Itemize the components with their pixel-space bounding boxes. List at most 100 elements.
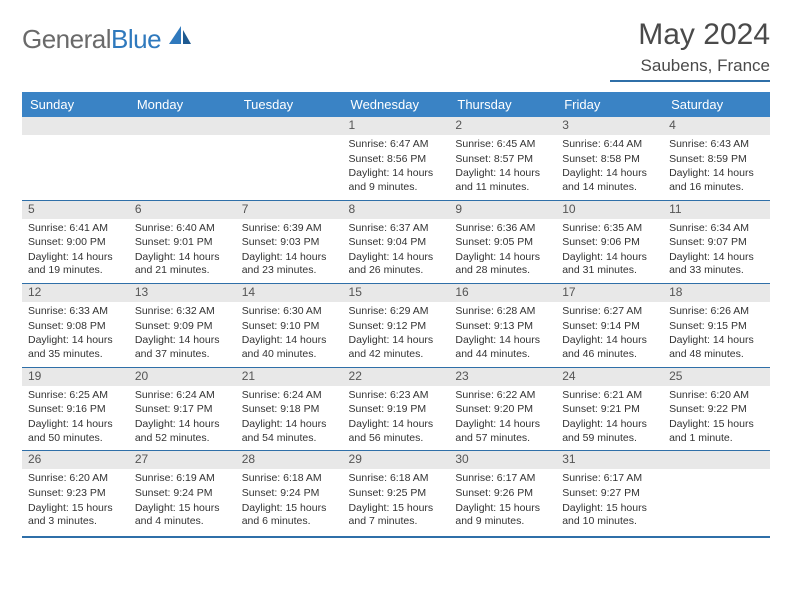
daylight-line: Daylight: 14 hours and 11 minutes. [455, 167, 550, 194]
day-number: 4 [663, 117, 770, 135]
sunset-line: Sunset: 9:23 PM [28, 487, 123, 501]
day-number: 9 [449, 201, 556, 219]
sunrise-line: Sunrise: 6:29 AM [349, 305, 444, 319]
day-number: 21 [236, 368, 343, 386]
sunset-line: Sunset: 9:10 PM [242, 320, 337, 334]
sunrise-line: Sunrise: 6:24 AM [135, 389, 230, 403]
day-content: Sunrise: 6:33 AMSunset: 9:08 PMDaylight:… [22, 302, 129, 367]
sunset-line: Sunset: 9:24 PM [242, 487, 337, 501]
day-content: Sunrise: 6:29 AMSunset: 9:12 PMDaylight:… [343, 302, 450, 367]
sunrise-line: Sunrise: 6:44 AM [562, 138, 657, 152]
month-title: May 2024 [610, 18, 770, 52]
sunset-line: Sunset: 9:19 PM [349, 403, 444, 417]
day-number-empty [236, 117, 343, 135]
day-number: 24 [556, 368, 663, 386]
calendar-day-cell: 27Sunrise: 6:19 AMSunset: 9:24 PMDayligh… [129, 451, 236, 534]
day-number: 2 [449, 117, 556, 135]
calendar-day-cell: 23Sunrise: 6:22 AMSunset: 9:20 PMDayligh… [449, 367, 556, 451]
sunset-line: Sunset: 9:21 PM [562, 403, 657, 417]
calendar-day-cell: 1Sunrise: 6:47 AMSunset: 8:56 PMDaylight… [343, 117, 450, 200]
day-number: 26 [22, 451, 129, 469]
day-content: Sunrise: 6:18 AMSunset: 9:25 PMDaylight:… [343, 469, 450, 534]
day-content: Sunrise: 6:21 AMSunset: 9:21 PMDaylight:… [556, 386, 663, 451]
day-number: 28 [236, 451, 343, 469]
day-content: Sunrise: 6:44 AMSunset: 8:58 PMDaylight:… [556, 135, 663, 200]
day-content: Sunrise: 6:26 AMSunset: 9:15 PMDaylight:… [663, 302, 770, 367]
day-number-empty [663, 451, 770, 469]
daylight-line: Daylight: 14 hours and 37 minutes. [135, 334, 230, 361]
calendar-day-cell: 28Sunrise: 6:18 AMSunset: 9:24 PMDayligh… [236, 451, 343, 534]
day-content: Sunrise: 6:47 AMSunset: 8:56 PMDaylight:… [343, 135, 450, 200]
sunrise-line: Sunrise: 6:35 AM [562, 222, 657, 236]
calendar-day-cell: 4Sunrise: 6:43 AMSunset: 8:59 PMDaylight… [663, 117, 770, 200]
calendar-day-cell [129, 117, 236, 200]
day-content: Sunrise: 6:23 AMSunset: 9:19 PMDaylight:… [343, 386, 450, 451]
day-content: Sunrise: 6:40 AMSunset: 9:01 PMDaylight:… [129, 219, 236, 284]
calendar-day-cell: 14Sunrise: 6:30 AMSunset: 9:10 PMDayligh… [236, 284, 343, 368]
day-number: 12 [22, 284, 129, 302]
sunrise-line: Sunrise: 6:27 AM [562, 305, 657, 319]
sunrise-line: Sunrise: 6:21 AM [562, 389, 657, 403]
daylight-line: Daylight: 14 hours and 52 minutes. [135, 418, 230, 445]
sunset-line: Sunset: 9:06 PM [562, 236, 657, 250]
sunset-line: Sunset: 9:09 PM [135, 320, 230, 334]
calendar-day-cell: 6Sunrise: 6:40 AMSunset: 9:01 PMDaylight… [129, 200, 236, 284]
sunrise-line: Sunrise: 6:32 AM [135, 305, 230, 319]
weekday-header: Friday [556, 92, 663, 117]
day-content: Sunrise: 6:28 AMSunset: 9:13 PMDaylight:… [449, 302, 556, 367]
day-number: 27 [129, 451, 236, 469]
sunset-line: Sunset: 9:00 PM [28, 236, 123, 250]
calendar-day-cell: 7Sunrise: 6:39 AMSunset: 9:03 PMDaylight… [236, 200, 343, 284]
day-number: 18 [663, 284, 770, 302]
day-number: 8 [343, 201, 450, 219]
calendar-day-cell: 5Sunrise: 6:41 AMSunset: 9:00 PMDaylight… [22, 200, 129, 284]
day-content: Sunrise: 6:39 AMSunset: 9:03 PMDaylight:… [236, 219, 343, 284]
calendar-day-cell: 21Sunrise: 6:24 AMSunset: 9:18 PMDayligh… [236, 367, 343, 451]
sunset-line: Sunset: 9:18 PM [242, 403, 337, 417]
weekday-header: Sunday [22, 92, 129, 117]
sunrise-line: Sunrise: 6:20 AM [28, 472, 123, 486]
sunset-line: Sunset: 8:57 PM [455, 153, 550, 167]
daylight-line: Daylight: 15 hours and 6 minutes. [242, 502, 337, 529]
calendar-day-cell: 24Sunrise: 6:21 AMSunset: 9:21 PMDayligh… [556, 367, 663, 451]
calendar-day-cell: 10Sunrise: 6:35 AMSunset: 9:06 PMDayligh… [556, 200, 663, 284]
day-number: 25 [663, 368, 770, 386]
sunrise-line: Sunrise: 6:17 AM [562, 472, 657, 486]
logo-text-1: General [22, 24, 111, 54]
daylight-line: Daylight: 14 hours and 50 minutes. [28, 418, 123, 445]
sunset-line: Sunset: 9:16 PM [28, 403, 123, 417]
daylight-line: Daylight: 15 hours and 1 minute. [669, 418, 764, 445]
sunset-line: Sunset: 9:12 PM [349, 320, 444, 334]
day-number: 17 [556, 284, 663, 302]
calendar-day-cell: 29Sunrise: 6:18 AMSunset: 9:25 PMDayligh… [343, 451, 450, 534]
sunrise-line: Sunrise: 6:36 AM [455, 222, 550, 236]
sunset-line: Sunset: 9:17 PM [135, 403, 230, 417]
sunrise-line: Sunrise: 6:20 AM [669, 389, 764, 403]
sunset-line: Sunset: 9:14 PM [562, 320, 657, 334]
day-content: Sunrise: 6:37 AMSunset: 9:04 PMDaylight:… [343, 219, 450, 284]
calendar-day-cell [663, 451, 770, 534]
daylight-line: Daylight: 15 hours and 9 minutes. [455, 502, 550, 529]
sunrise-line: Sunrise: 6:47 AM [349, 138, 444, 152]
daylight-line: Daylight: 14 hours and 57 minutes. [455, 418, 550, 445]
title-divider [610, 80, 770, 82]
calendar-day-cell: 20Sunrise: 6:24 AMSunset: 9:17 PMDayligh… [129, 367, 236, 451]
weekday-header: Thursday [449, 92, 556, 117]
day-number: 23 [449, 368, 556, 386]
sunset-line: Sunset: 9:04 PM [349, 236, 444, 250]
sunset-line: Sunset: 9:01 PM [135, 236, 230, 250]
daylight-line: Daylight: 14 hours and 44 minutes. [455, 334, 550, 361]
calendar-day-cell: 15Sunrise: 6:29 AMSunset: 9:12 PMDayligh… [343, 284, 450, 368]
day-content: Sunrise: 6:45 AMSunset: 8:57 PMDaylight:… [449, 135, 556, 200]
day-content: Sunrise: 6:24 AMSunset: 9:18 PMDaylight:… [236, 386, 343, 451]
daylight-line: Daylight: 14 hours and 56 minutes. [349, 418, 444, 445]
sunset-line: Sunset: 9:25 PM [349, 487, 444, 501]
day-content: Sunrise: 6:22 AMSunset: 9:20 PMDaylight:… [449, 386, 556, 451]
day-number: 11 [663, 201, 770, 219]
sunset-line: Sunset: 9:26 PM [455, 487, 550, 501]
day-number: 13 [129, 284, 236, 302]
daylight-line: Daylight: 14 hours and 9 minutes. [349, 167, 444, 194]
day-content: Sunrise: 6:41 AMSunset: 9:00 PMDaylight:… [22, 219, 129, 284]
calendar-day-cell: 3Sunrise: 6:44 AMSunset: 8:58 PMDaylight… [556, 117, 663, 200]
logo-sail-icon [167, 24, 193, 51]
